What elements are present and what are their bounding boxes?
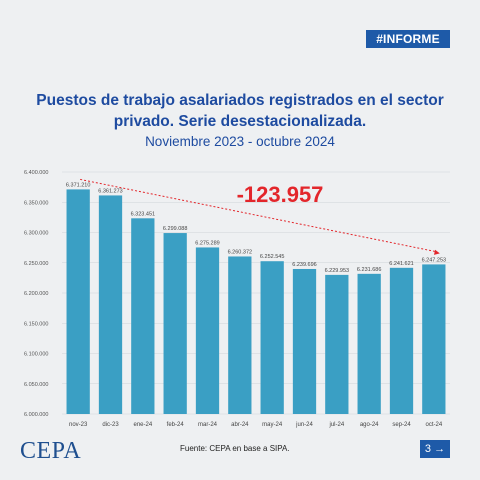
bar-value-label: 6.323.451 bbox=[131, 211, 155, 217]
x-tick-label: oct-24 bbox=[425, 422, 442, 428]
informe-tag: #INFORME bbox=[366, 30, 450, 48]
bar-value-label: 6.241.621 bbox=[389, 261, 413, 267]
y-tick-label: 6.400.000 bbox=[24, 170, 48, 176]
bar bbox=[325, 274, 349, 414]
bar bbox=[228, 256, 252, 414]
bar bbox=[357, 273, 381, 414]
chart-subtitle: Noviembre 2023 - octubre 2024 bbox=[145, 134, 335, 149]
x-tick-label: mar-24 bbox=[198, 422, 218, 428]
x-tick-label: nov-23 bbox=[69, 422, 88, 428]
x-tick-label: ene-24 bbox=[133, 422, 152, 428]
x-tick-label: abr-24 bbox=[231, 422, 249, 428]
bar-value-label: 6.229.953 bbox=[325, 268, 349, 274]
y-tick-label: 6.350.000 bbox=[24, 200, 48, 206]
bar-value-label: 6.239.696 bbox=[292, 262, 316, 268]
next-page-button[interactable]: 3 → bbox=[420, 440, 450, 458]
bar-value-label: 6.252.545 bbox=[260, 254, 284, 260]
chart-title: Puestos de trabajo asalariados registrad… bbox=[36, 92, 444, 130]
y-tick-label: 6.050.000 bbox=[24, 382, 48, 388]
x-tick-label: ago-24 bbox=[360, 422, 379, 428]
bar bbox=[195, 247, 220, 414]
y-tick-label: 6.200.000 bbox=[24, 291, 48, 297]
bar bbox=[163, 233, 187, 414]
y-tick-label: 6.000.000 bbox=[24, 412, 48, 418]
bar bbox=[66, 189, 90, 414]
x-tick-label: feb-24 bbox=[167, 422, 185, 428]
x-tick-label: jul-24 bbox=[328, 422, 344, 428]
bar bbox=[131, 218, 155, 414]
x-tick-label: may-24 bbox=[262, 422, 283, 428]
change-annotation: -123.957 bbox=[237, 182, 324, 207]
y-tick-label: 6.150.000 bbox=[24, 321, 48, 327]
y-tick-label: 6.250.000 bbox=[24, 261, 48, 267]
trend-arrow-line bbox=[80, 178, 435, 252]
page-number: 3 bbox=[424, 443, 432, 455]
x-tick-label: dic-23 bbox=[102, 422, 119, 428]
x-tick-label: sep-24 bbox=[392, 422, 411, 428]
cepa-logo: CEPA bbox=[20, 438, 82, 464]
bar bbox=[98, 195, 123, 414]
bar bbox=[422, 264, 446, 414]
bar bbox=[292, 268, 317, 414]
arrow-right-icon: → bbox=[434, 443, 446, 455]
bar-value-label: 6.247.253 bbox=[422, 257, 446, 263]
y-tick-label: 6.100.000 bbox=[24, 352, 48, 358]
bar bbox=[260, 261, 284, 414]
bar bbox=[389, 267, 414, 414]
bar-value-label: 6.275.289 bbox=[195, 240, 219, 246]
y-tick-label: 6.300.000 bbox=[24, 231, 48, 237]
source-note: Fuente: CEPA en base a SIPA. bbox=[180, 444, 290, 453]
bar-value-label: 6.299.088 bbox=[163, 226, 187, 232]
bar-value-label: 6.361.273 bbox=[98, 188, 122, 194]
bar-value-label: 6.260.372 bbox=[228, 249, 252, 255]
x-tick-label: jun-24 bbox=[295, 422, 313, 428]
trend-arrow-head bbox=[434, 249, 440, 255]
bar-value-label: 6.231.686 bbox=[357, 267, 381, 273]
bar-value-label: 6.371.210 bbox=[66, 182, 90, 188]
